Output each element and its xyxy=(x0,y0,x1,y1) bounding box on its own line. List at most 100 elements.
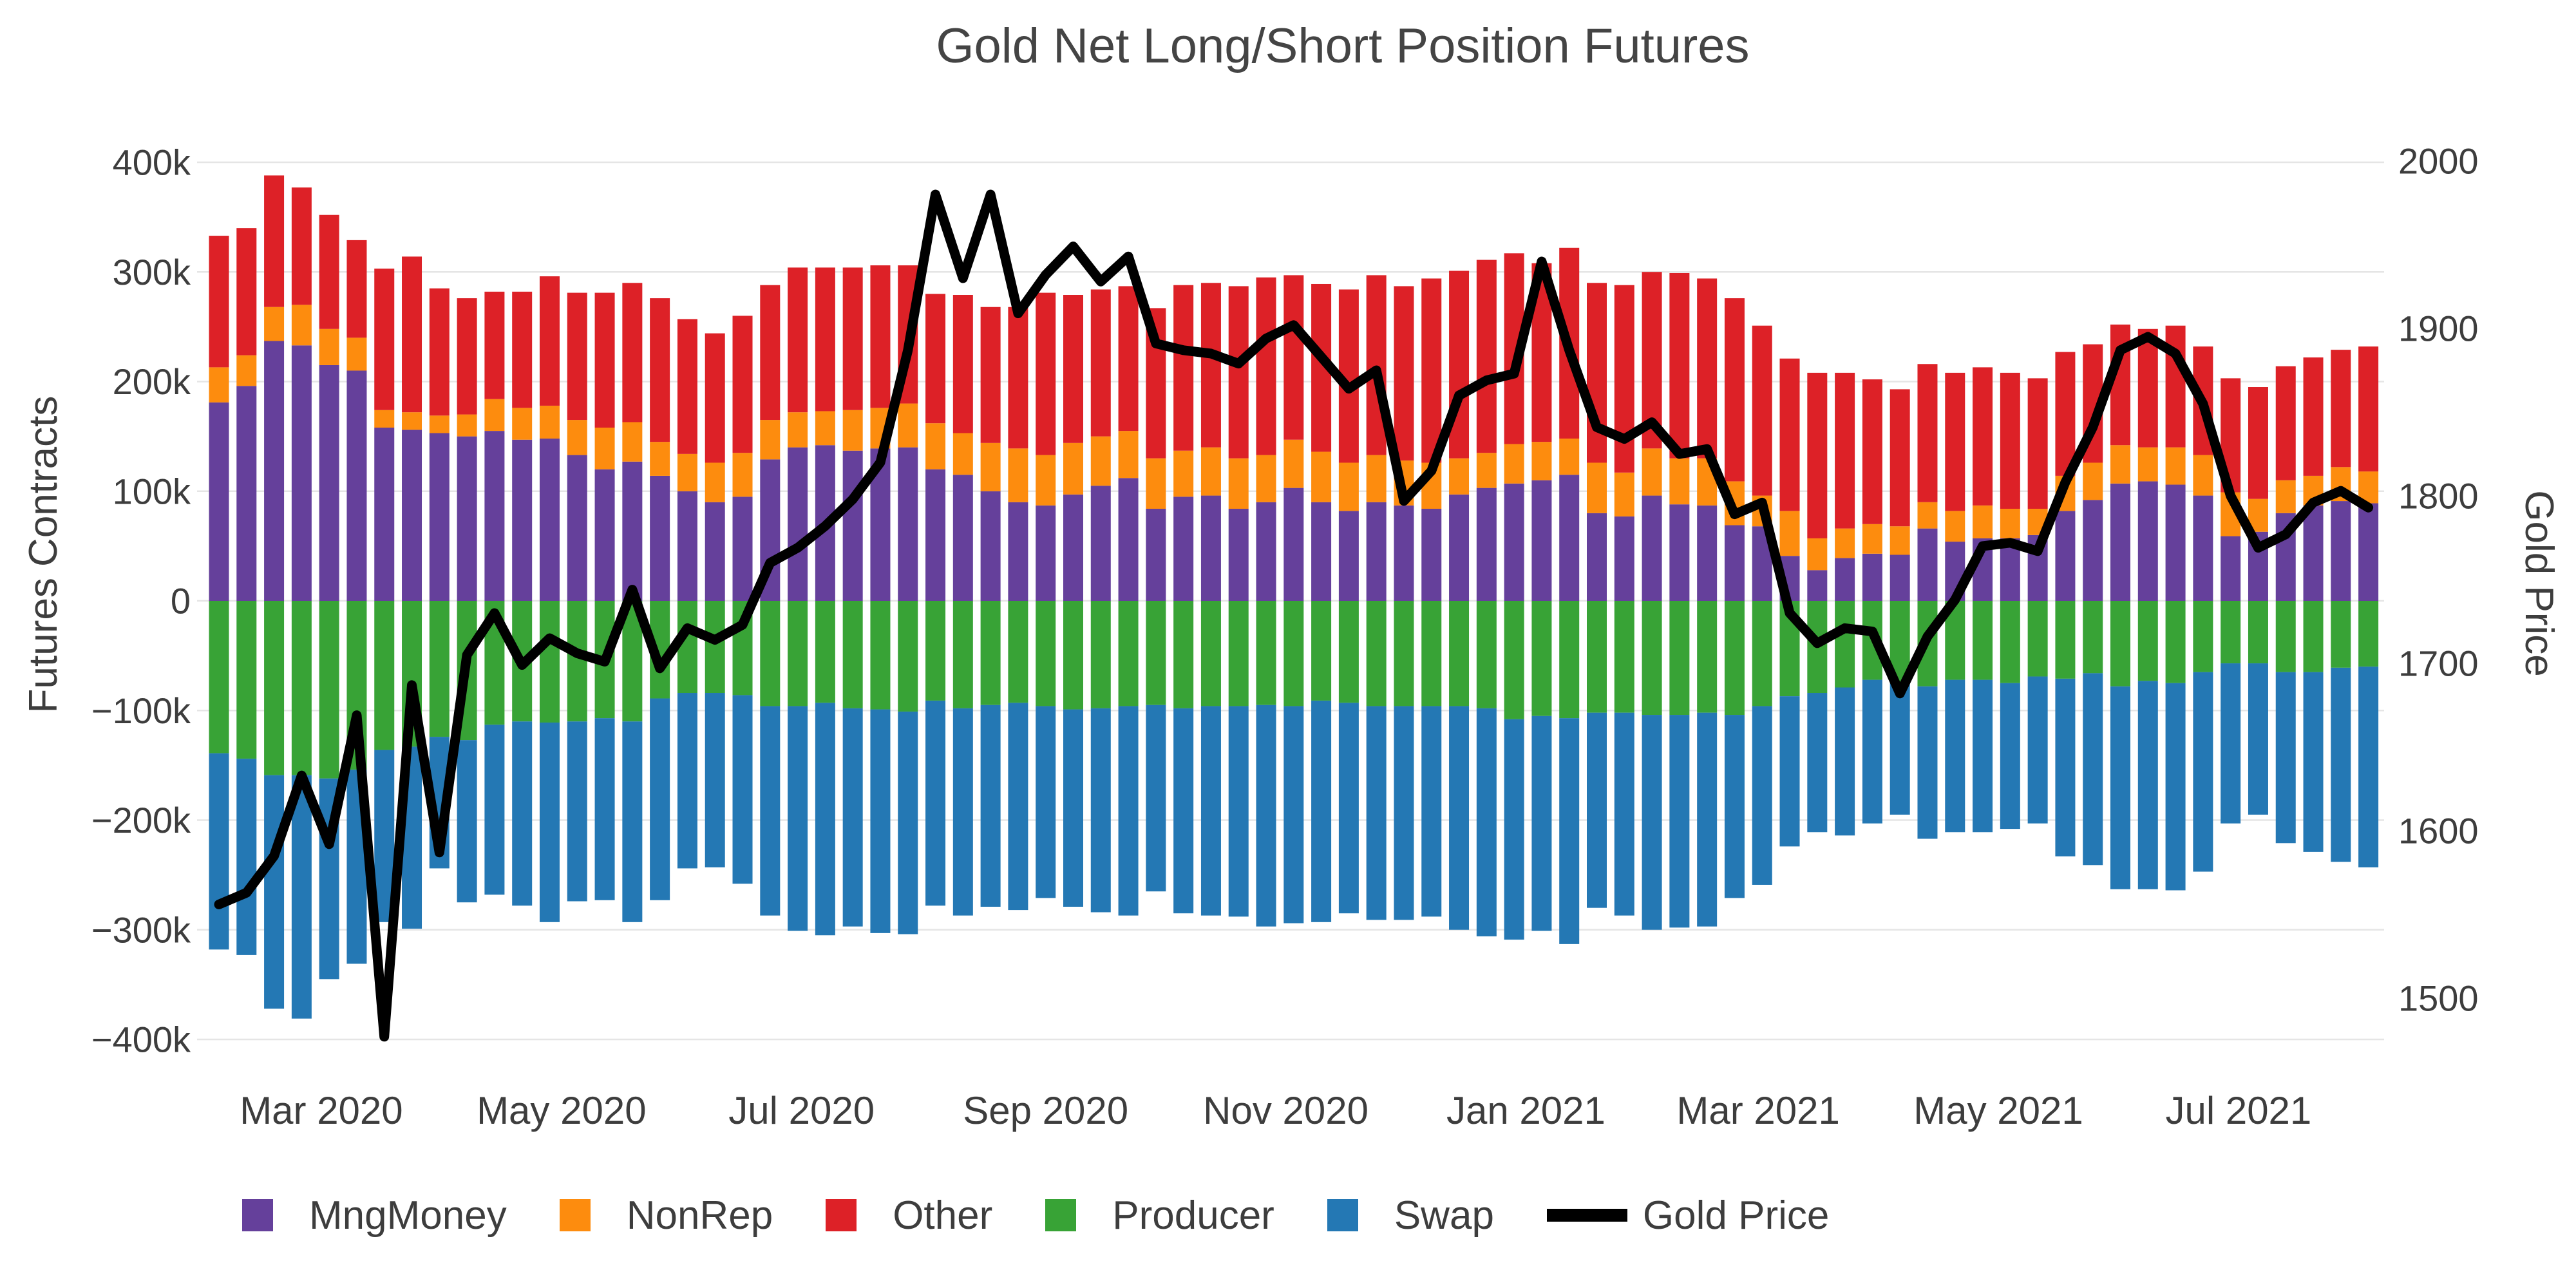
bar-segment-other xyxy=(815,267,835,412)
bar-segment-mngmoney xyxy=(1090,486,1111,601)
legend: MngMoney NonRep Other Producer Swap Gold Pric… xyxy=(242,1193,1882,1238)
y-axis-right-tick-label: 1900 xyxy=(2398,308,2479,349)
bar-segment-mngmoney xyxy=(291,345,312,601)
legend-item-gold-price[interactable]: Gold Price xyxy=(1546,1193,1829,1238)
bar-segment-mngmoney xyxy=(2165,484,2186,601)
bar-segment-producer xyxy=(2083,601,2103,674)
bar-segment-mngmoney xyxy=(1063,494,1083,601)
legend-color-swatch xyxy=(826,1199,857,1231)
legend-label: Producer xyxy=(1112,1193,1274,1238)
gold-price-line xyxy=(214,189,2374,1042)
legend-item-producer[interactable]: Producer xyxy=(1045,1193,1274,1238)
bar-segment-nonrep xyxy=(980,442,1001,491)
bar-segment-producer xyxy=(2303,601,2324,672)
bar-segment-nonrep xyxy=(2275,480,2296,513)
bar-segment-swap xyxy=(209,753,229,950)
bar-segment-other xyxy=(1449,270,1470,459)
bar-segment-other xyxy=(2055,352,2076,476)
bar-segment-nonrep xyxy=(1669,458,1690,505)
y-axis-left-tick-label: 0 xyxy=(171,581,191,621)
bar-segment-other xyxy=(2303,357,2324,476)
bar-segment-swap xyxy=(1752,706,1772,885)
bar-segment-swap xyxy=(264,775,285,1009)
bar-segment-swap xyxy=(1807,693,1828,833)
bar-segment-other xyxy=(705,333,725,463)
bar-segment-mngmoney xyxy=(1697,505,1718,601)
bar-segment-swap xyxy=(1945,679,1965,833)
bar-segment-swap xyxy=(484,724,505,895)
bar-segment-mngmoney xyxy=(622,461,643,601)
bar-segment-other xyxy=(1394,286,1414,461)
legend-item-other[interactable]: Other xyxy=(826,1193,992,1238)
bar-segment-other xyxy=(1945,372,1965,511)
bar-segment-nonrep xyxy=(484,399,505,431)
bar-segment-other xyxy=(1421,278,1442,463)
bar-segment-mngmoney xyxy=(1256,502,1276,601)
bar-segment-nonrep xyxy=(1476,453,1497,488)
bar-segment-other xyxy=(1587,283,1607,463)
bar-segment-producer xyxy=(1200,601,1221,706)
bar-segment-producer xyxy=(1835,601,1855,688)
x-axis-tick-label: Jul 2021 xyxy=(2165,1089,2311,1132)
bar-segment-other xyxy=(2248,387,2268,499)
bar-segment-swap xyxy=(622,721,643,922)
bar-segment-producer xyxy=(1283,601,1304,706)
bar-segment-mngmoney xyxy=(402,430,422,601)
bar-segment-mngmoney xyxy=(1449,494,1470,601)
bar-segment-other xyxy=(842,267,863,410)
bar-segment-swap xyxy=(2221,663,2241,824)
bar-segment-other xyxy=(429,288,450,416)
bar-segment-producer xyxy=(2221,601,2241,664)
bar-segment-swap xyxy=(1449,706,1470,930)
bar-segment-swap xyxy=(1421,706,1442,917)
bar-segment-swap xyxy=(788,706,808,931)
bar-segment-mngmoney xyxy=(2358,503,2379,601)
bar-segment-swap xyxy=(1669,715,1690,928)
bar-segment-nonrep xyxy=(457,414,477,437)
y-axis-left-tick-label: 400k xyxy=(113,142,191,183)
bar-segment-producer xyxy=(429,601,450,737)
bar-segment-other xyxy=(980,307,1001,443)
bar-segment-nonrep xyxy=(650,442,670,476)
bar-segment-other xyxy=(1173,285,1194,451)
bar-segment-nonrep xyxy=(1779,511,1800,556)
bar-segment-swap xyxy=(1228,706,1249,917)
bar-segment-producer xyxy=(705,601,725,694)
bar-segment-other xyxy=(1008,307,1028,449)
y-axis-left-tick-label: −300k xyxy=(91,909,191,950)
bar-segment-swap xyxy=(1283,706,1304,923)
bar-segment-nonrep xyxy=(1118,431,1139,478)
bar-segment-swap xyxy=(2248,663,2268,815)
bar-segment-other xyxy=(1614,285,1634,473)
bar-segment-swap xyxy=(457,740,477,903)
bar-segment-mngmoney xyxy=(2331,501,2351,601)
bar-segment-nonrep xyxy=(594,428,615,469)
bar-segment-mngmoney xyxy=(1118,478,1139,601)
y-axis-right-tick-label: 1500 xyxy=(2398,978,2479,1019)
bar-segment-other xyxy=(788,267,808,413)
bar-segment-mngmoney xyxy=(1146,508,1166,601)
bar-segment-mngmoney xyxy=(429,433,450,601)
bar-segment-mngmoney xyxy=(374,428,395,601)
bar-segment-nonrep xyxy=(1917,502,1938,529)
legend-label: MngMoney xyxy=(309,1193,507,1238)
legend-item-swap[interactable]: Swap xyxy=(1327,1193,1494,1238)
bar-segment-nonrep xyxy=(291,305,312,346)
bar-segment-swap xyxy=(1779,696,1800,847)
x-axis-tick-label: Sep 2020 xyxy=(963,1089,1128,1132)
bar-segment-other xyxy=(1669,272,1690,459)
bar-segment-swap xyxy=(1724,715,1745,898)
bar-segment-mngmoney xyxy=(2110,483,2131,601)
legend-item-mngmoney[interactable]: MngMoney xyxy=(242,1193,507,1238)
bar-segment-nonrep xyxy=(209,367,229,402)
bar-segment-swap xyxy=(1366,706,1387,920)
bar-segment-swap xyxy=(2303,672,2324,852)
bar-segment-mngmoney xyxy=(1531,480,1552,601)
bar-segment-nonrep xyxy=(1973,505,1993,538)
bar-segment-swap xyxy=(952,708,973,916)
bar-segment-mngmoney xyxy=(1917,528,1938,601)
bar-segment-nonrep xyxy=(539,405,560,439)
bar-segment-nonrep xyxy=(815,411,835,446)
legend-item-nonrep[interactable]: NonRep xyxy=(559,1193,773,1238)
